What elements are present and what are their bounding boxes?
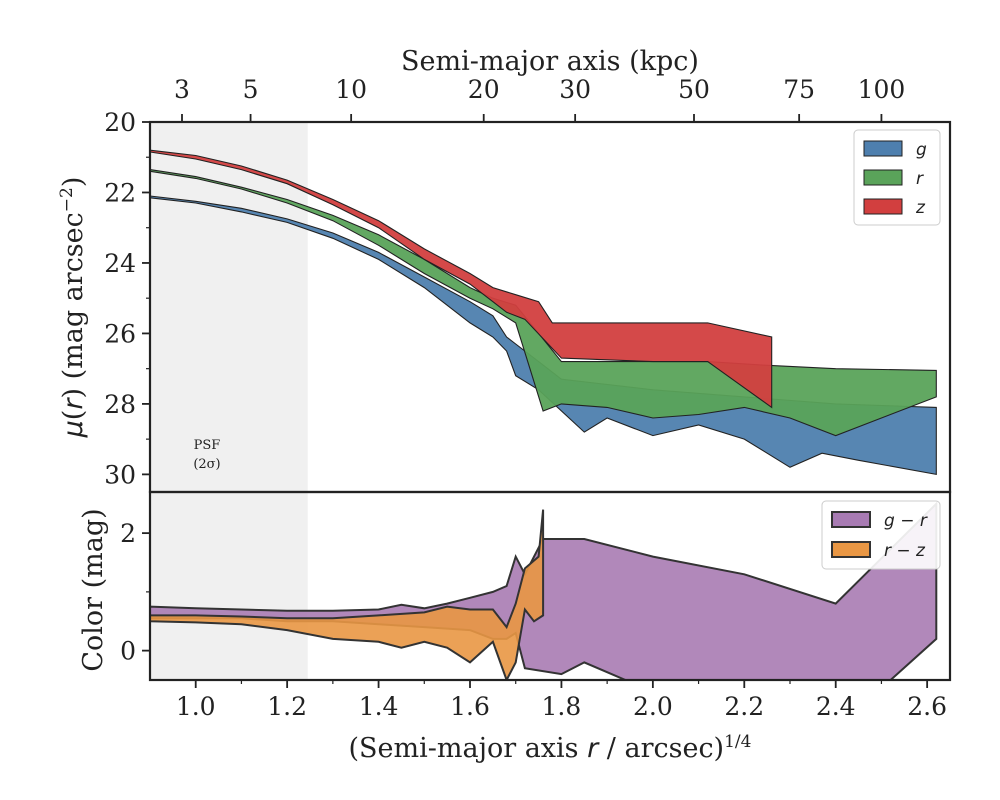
top-xtick-label: 3: [174, 75, 190, 104]
axes-layer: PSF (2σ) 20 22 24 26 28 30 0 2 1.0 1.2 1.4 1.6 1.8 2.0 2…: [57, 46, 952, 764]
top-xtick-label: 5: [243, 75, 259, 104]
xtick-label: 2.4: [816, 692, 856, 721]
top-xtick-label: 50: [678, 75, 710, 104]
xtick-label: 1.2: [267, 692, 307, 721]
xtick-label: 1.4: [359, 692, 399, 721]
xtick-label: 2.6: [907, 692, 947, 721]
legend-swatch-3: [863, 198, 903, 215]
legend-label-2: r − z: [884, 541, 926, 561]
ytick-label-top: 22: [104, 178, 136, 207]
top-xtick-label: 30: [559, 75, 591, 104]
ytick-label-top: 30: [104, 460, 136, 489]
xtick-label: 2.0: [633, 692, 673, 721]
top-xtick-label: 75: [783, 75, 815, 104]
legend-label-3: z: [915, 198, 926, 218]
legend-swatch-2: [831, 541, 871, 558]
xtick-label: 1.8: [542, 692, 582, 721]
legend-swatch-1: [831, 511, 871, 528]
color-panel: [150, 492, 938, 680]
bottom-frame: [148, 490, 952, 682]
y-axis-title-top: μ(r) (mag arcsec−2): [57, 177, 89, 439]
xtick-label: 2.2: [724, 692, 764, 721]
legend-label-2: r: [916, 169, 924, 189]
top-xtick-label: 20: [468, 75, 500, 104]
y-axis-title-bottom: Color (mag): [78, 508, 109, 671]
legend-label-1: g − r: [884, 511, 928, 531]
surface-brightness-panel: [150, 122, 937, 492]
psf-sublabel: (2σ): [193, 457, 220, 472]
ytick-label-top: 24: [104, 249, 136, 278]
top-axis-title: Semi-major axis (kpc): [401, 46, 699, 77]
psf-region-top: [150, 122, 308, 492]
band-z: [150, 149, 773, 409]
legend-swatch-1: [863, 140, 903, 157]
ytick-label-bottom: 2: [120, 519, 136, 548]
legend-label-1: g: [916, 140, 927, 160]
legend-swatch-2: [863, 169, 903, 186]
top-xtick-label: 10: [335, 75, 367, 104]
ytick-label-top: 26: [104, 319, 136, 348]
top-xtick-label: 100: [858, 75, 906, 104]
x-axis-title: (Semi-major axis r / arcsec)1/4: [349, 732, 752, 764]
psf-label: PSF: [194, 438, 221, 453]
xtick-label: 1.6: [450, 692, 490, 721]
psf-region-bottom: [150, 492, 308, 680]
ytick-label-bottom: 0: [120, 637, 136, 666]
band-rz: [150, 509, 545, 680]
ytick-label-top: 28: [104, 390, 136, 419]
ytick-label-top: 20: [104, 108, 136, 137]
xtick-label: 1.0: [176, 692, 216, 721]
